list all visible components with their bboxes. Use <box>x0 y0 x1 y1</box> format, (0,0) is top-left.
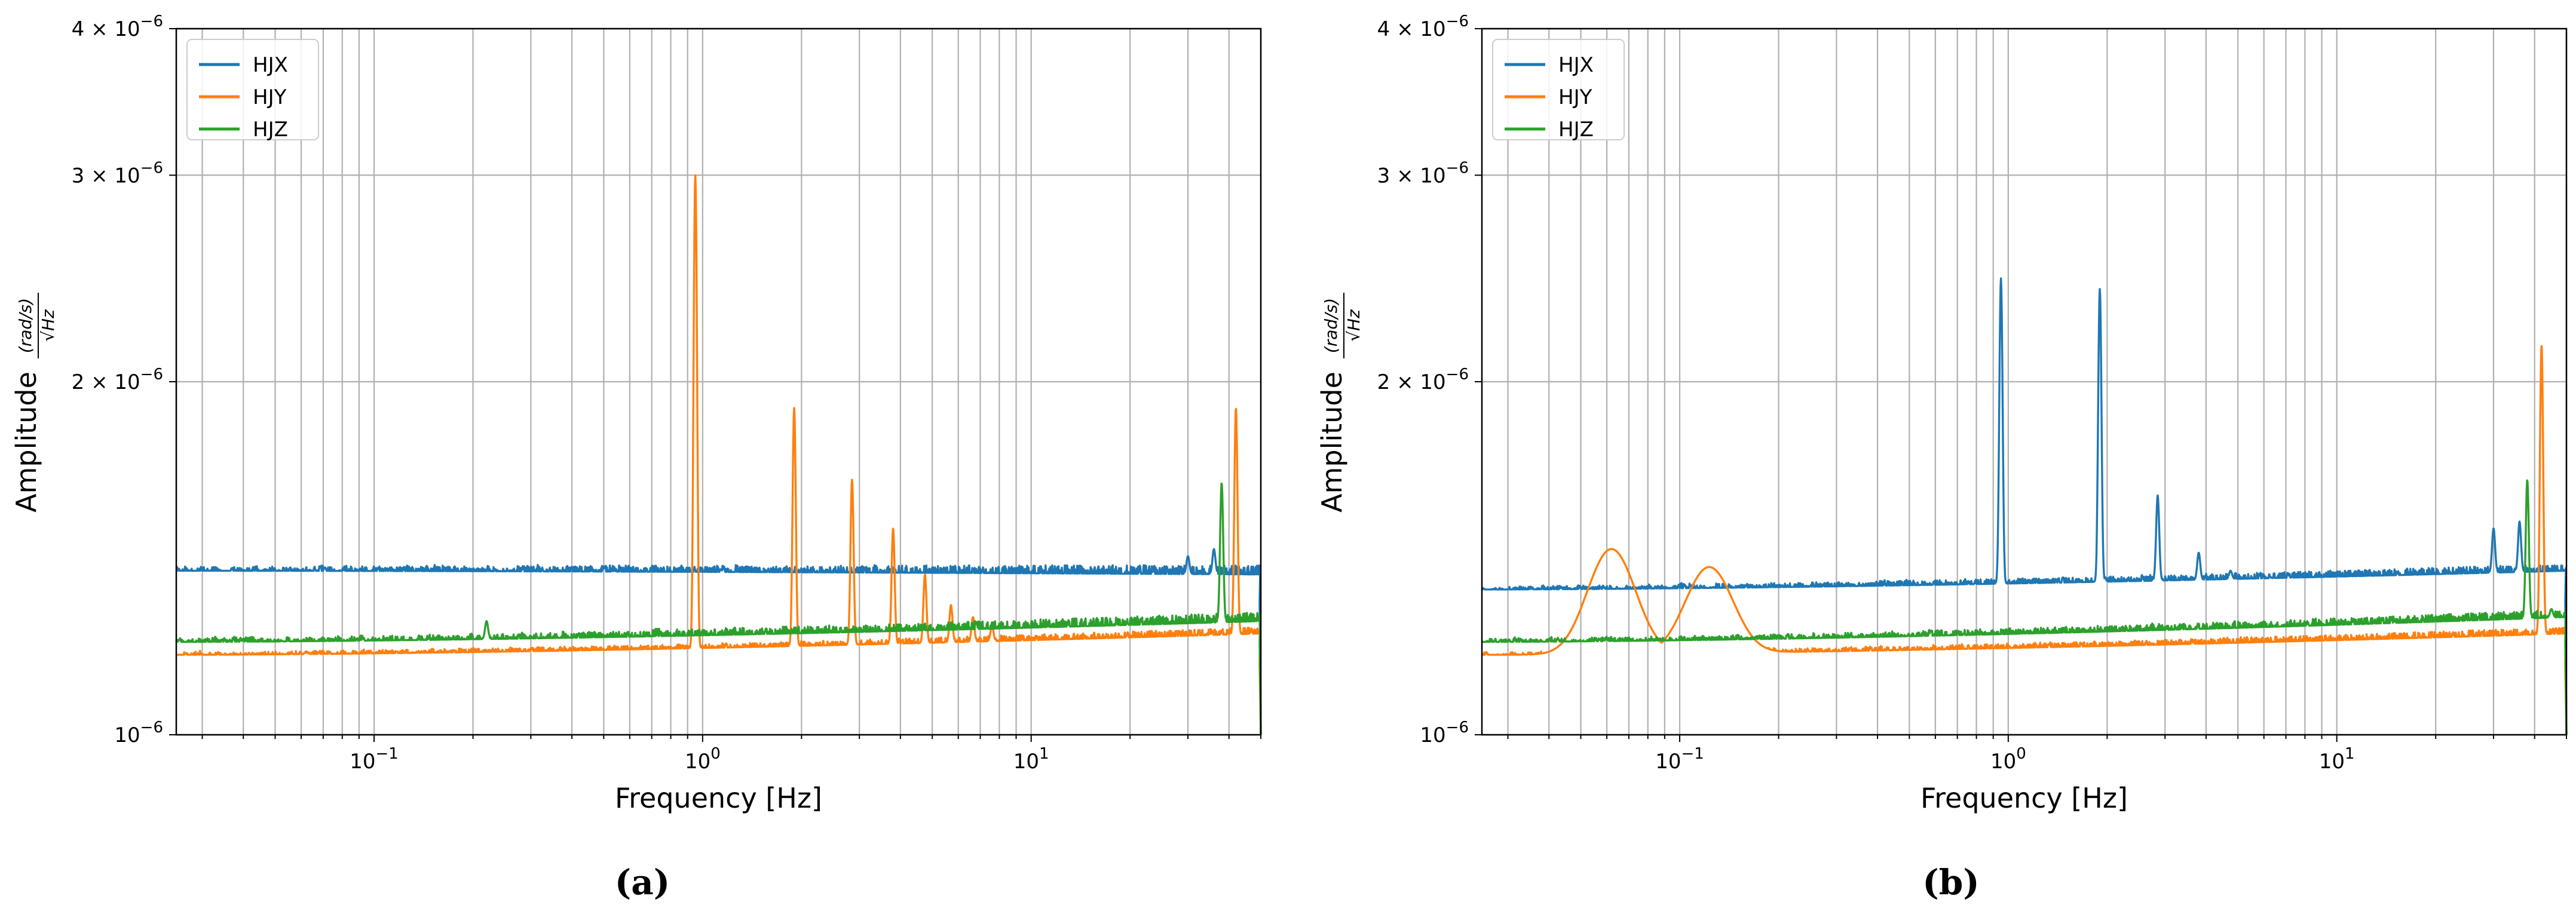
legend-label-hjz: HJZ <box>253 118 288 142</box>
caption-b: (b) <box>1922 862 1979 903</box>
y-tick-label: 4 × 10−6 <box>1377 13 1469 41</box>
x-tick-label: 100 <box>1990 745 2026 774</box>
ticks-b: 10−1 100 101 10−6 2 × 10−6 3 × 10−6 4 × 10−6 <box>1377 13 2567 774</box>
sqrt-sign-a: √ <box>38 331 58 342</box>
y-axis-unit-denominator-text-b: Hz <box>1344 309 1364 331</box>
chart-panel-a: 10−1 100 101 10−6 2 × 10−6 3 × 10−6 4 × 10−6 H… <box>10 13 1262 903</box>
x-axis-label-a: Frequency [Hz] <box>615 782 822 814</box>
y-axis-label-text-b: Amplitude <box>1316 372 1348 513</box>
series-layer-b <box>1481 277 2568 735</box>
x-tick-label: 10−1 <box>350 745 399 774</box>
series-line-hjz <box>175 482 1262 735</box>
y-axis-unit-numerator-b: (rad/s) <box>1321 298 1341 353</box>
y-tick-label: 10−6 <box>114 719 163 747</box>
x-tick-label: 101 <box>2319 745 2355 774</box>
caption-a: (a) <box>615 862 670 903</box>
chart-panel-b: 10−1 100 101 10−6 2 × 10−6 3 × 10−6 4 × 10−6 H… <box>1316 13 2568 903</box>
legend-label-hjz: HJZ <box>1558 118 1594 142</box>
y-axis-label-a: Amplitude (rad/s) √Hz <box>10 293 58 513</box>
y-axis-unit-numerator-a: (rad/s) <box>16 298 35 353</box>
x-tick-label: 100 <box>685 745 721 774</box>
y-axis-unit-denominator-a: √Hz <box>38 309 58 342</box>
series-line-hjx <box>176 548 1262 735</box>
y-axis-label-b: Amplitude (rad/s) √Hz <box>1316 293 1364 513</box>
legend-label-hjx: HJX <box>253 53 288 77</box>
legend-a: HJX HJY HJZ <box>186 39 319 142</box>
sqrt-sign-b: √ <box>1344 331 1364 342</box>
x-tick-label: 10−1 <box>1655 745 1704 774</box>
series-line-hjx <box>1481 277 2568 735</box>
series-layer-a <box>175 174 1262 735</box>
ticks-a: 10−1 100 101 10−6 2 × 10−6 3 × 10−6 4 × 10−6 <box>72 13 1261 774</box>
x-axis-label-b: Frequency [Hz] <box>1920 782 2128 814</box>
legend-label-hjy: HJY <box>1558 85 1592 109</box>
y-axis-unit-denominator-b: √Hz <box>1344 309 1364 342</box>
x-tick-label: 101 <box>1013 745 1049 774</box>
legend-b: HJX HJY HJZ <box>1492 39 1625 142</box>
y-axis-unit-denominator-text-a: Hz <box>38 309 58 331</box>
y-tick-label: 2 × 10−6 <box>1377 366 1469 394</box>
y-tick-label: 3 × 10−6 <box>72 159 163 188</box>
y-tick-label: 2 × 10−6 <box>72 366 163 394</box>
series-line-hjy <box>175 174 1262 735</box>
series-line-hjy <box>1481 345 2568 735</box>
series-line-hjz <box>1481 479 2568 735</box>
y-tick-label: 3 × 10−6 <box>1377 159 1469 188</box>
legend-label-hjy: HJY <box>253 85 287 109</box>
y-tick-label: 10−6 <box>1420 719 1469 747</box>
y-axis-label-text-a: Amplitude <box>10 372 42 513</box>
legend-label-hjx: HJX <box>1558 53 1594 77</box>
y-tick-label: 4 × 10−6 <box>72 13 163 41</box>
